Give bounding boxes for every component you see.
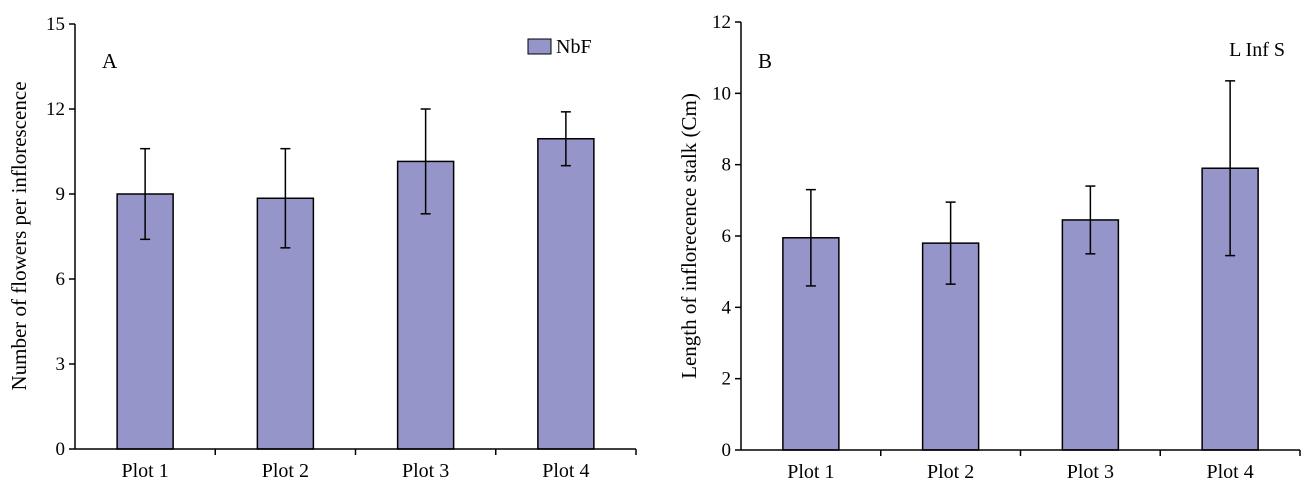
panel-label-b: B xyxy=(758,49,772,73)
ticks-b: 0 2 4 6 8 10 12 Plot 1 Plot 2 Plot 3 Plot 4 xyxy=(712,12,1301,483)
y-tick-label-a: 9 xyxy=(56,184,66,205)
error-bars-a xyxy=(140,108,571,249)
panel-label-a: A xyxy=(102,49,118,73)
x-tick-label-b: Plot 1 xyxy=(787,461,834,483)
bars-a xyxy=(116,138,595,450)
bar-a-4 xyxy=(537,138,595,450)
y-axis-title-a: Number of flowers per inflorescence xyxy=(7,81,31,390)
y-tick-label-a: 6 xyxy=(56,269,66,290)
bars-b xyxy=(782,167,1259,451)
x-tick-label-a: Plot 3 xyxy=(402,460,449,482)
y-axis-title-b: Length of inflorecence stalk (Cm) xyxy=(677,93,701,379)
y-tick-label-b: 0 xyxy=(722,440,732,461)
x-tick-label-a: Plot 2 xyxy=(262,460,309,482)
legend-b: L Inf S xyxy=(1229,39,1285,61)
x-tick-label-b: Plot 4 xyxy=(1207,461,1254,483)
legend-a: NbF xyxy=(527,36,592,58)
y-tick-label-b: 4 xyxy=(722,297,732,318)
y-tick-label-b: 12 xyxy=(712,12,731,33)
y-tick-label-b: 8 xyxy=(722,155,732,176)
y-tick-label-b: 10 xyxy=(712,83,731,104)
error-bars-b xyxy=(805,80,1236,287)
x-tick-label-b: Plot 3 xyxy=(1067,461,1114,483)
legend-label-a: NbF xyxy=(556,36,592,58)
x-tick-label-b: Plot 2 xyxy=(927,461,974,483)
legend-label-b: L Inf S xyxy=(1229,39,1285,61)
ticks-a: 0 3 6 9 12 15 Plot 1 Plot 2 Plot 3 Plot 4 xyxy=(46,14,637,482)
bar-b-3 xyxy=(1061,219,1120,451)
x-tick-label-a: Plot 1 xyxy=(122,460,169,482)
y-tick-label-b: 6 xyxy=(722,226,732,247)
y-tick-label-a: 15 xyxy=(46,14,65,35)
legend-swatch-a xyxy=(527,38,552,55)
chart-panel-b: 0 2 4 6 8 10 12 Plot 1 Plot 2 Plot 3 Plot 4 B L In… xyxy=(677,12,1301,483)
y-tick-label-a: 3 xyxy=(56,354,66,375)
y-tick-label-b: 2 xyxy=(722,369,732,390)
y-tick-label-a: 12 xyxy=(46,99,65,120)
x-tick-label-a: Plot 4 xyxy=(542,460,589,482)
chart-panel-a: 0 3 6 9 12 15 Plot 1 Plot 2 Plot 3 Plot 4 A NbF N… xyxy=(7,14,637,482)
y-tick-label-a: 0 xyxy=(56,439,66,460)
